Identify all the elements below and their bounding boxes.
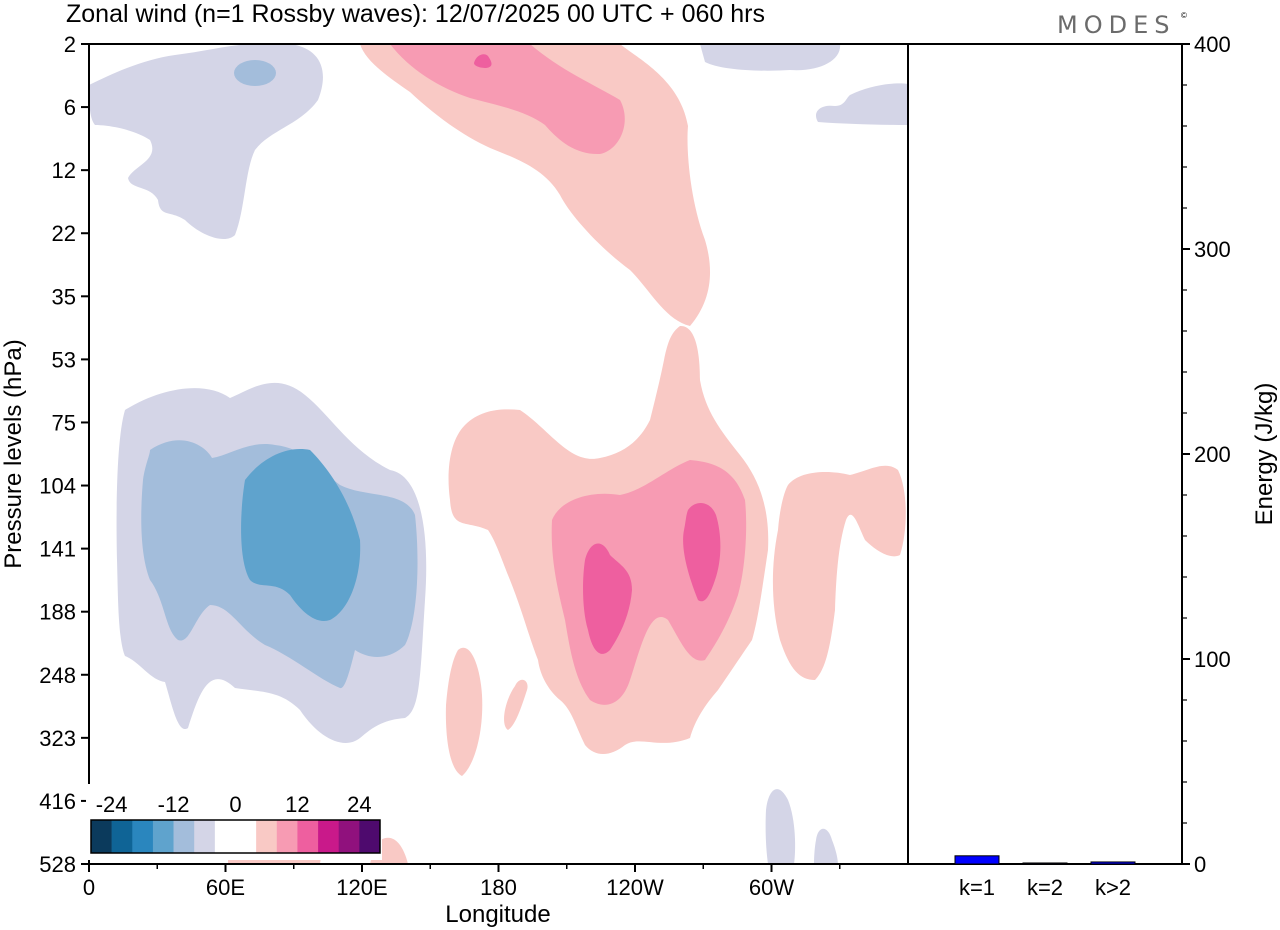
energy-bars: k=1 k=2 k>2 <box>954 855 1136 900</box>
contour-neg-lower-inner <box>241 449 361 621</box>
energy-tick-label: 200 <box>1194 442 1231 467</box>
pressure-tick-label: 12 <box>52 158 76 183</box>
colorbar-swatch <box>297 820 319 853</box>
colorbar-swatch <box>214 820 236 853</box>
colorbar-swatch <box>91 820 112 853</box>
pressure-tick-label: 188 <box>39 600 76 625</box>
y-axis-label: Pressure levels (hPa) <box>0 339 27 568</box>
contour-neg-upper-outer <box>89 44 323 239</box>
contour-pos-lower-inner-east <box>683 503 721 602</box>
pressure-tick-label: 416 <box>39 789 76 814</box>
colorbar-tick-label: 0 <box>229 792 241 817</box>
colorbar-swatch <box>276 820 298 853</box>
pressure-tick-label: 104 <box>39 474 76 499</box>
pressure-tick-label: 53 <box>52 347 76 372</box>
energy-category-label: k=1 <box>959 875 995 900</box>
colorbar-swatch <box>256 820 278 853</box>
energy-bar <box>954 855 1000 865</box>
contour-pos-upper-inner <box>474 54 492 68</box>
colorbar-swatch <box>152 820 174 853</box>
energy-category-label: k=2 <box>1027 875 1063 900</box>
colorbar-swatch <box>194 820 216 853</box>
colorbar-swatch <box>235 820 257 853</box>
contour-pos-small-a <box>445 647 483 776</box>
contour-pos-lower-inner-west <box>583 543 632 654</box>
longitude-axis: 0 60E 120E 180 120W 60W <box>83 864 841 900</box>
contour-neg-top-right <box>700 44 841 71</box>
longitude-tick-label: 180 <box>480 875 517 900</box>
pressure-tick-label: 248 <box>39 663 76 688</box>
pressure-tick-label: 2 <box>64 32 76 57</box>
colorbar: -24 -12 0 12 24 <box>86 784 382 860</box>
colorbar-frame <box>90 819 381 854</box>
longitude-tick-label: 120W <box>606 875 664 900</box>
contour-pos-small-b <box>504 679 528 730</box>
contour-neg-upper-inner <box>234 60 276 86</box>
contour-plot: 2 6 12 22 35 53 75 104 141 188 248 323 416 528 0 60E 12… <box>0 32 909 928</box>
colorbar-tick-label: 24 <box>347 792 371 817</box>
pressure-tick-label: 141 <box>39 537 76 562</box>
contour-neg-bottom-a <box>765 789 796 864</box>
contour-neg-right-edge <box>815 83 908 125</box>
longitude-tick-label: 60E <box>206 875 245 900</box>
longitude-tick-label: 60W <box>749 875 794 900</box>
colorbar-tick-label: -24 <box>96 792 128 817</box>
pressure-tick-label: 75 <box>52 410 76 435</box>
colorbar-swatch <box>318 820 340 853</box>
pressure-tick-label: 528 <box>39 852 76 877</box>
pressure-tick-label: 6 <box>64 95 76 120</box>
colorbar-swatch <box>111 820 133 853</box>
energy-bar-chart: 0 100 200 300 400 k=1 k=2 k>2 Energy (J/kg) <box>907 32 1278 900</box>
contour-neg-bottom-b <box>814 828 838 864</box>
energy-bar <box>1090 861 1136 865</box>
energy-bar <box>1022 862 1068 865</box>
colorbar-swatch <box>359 820 381 853</box>
x-axis-label: Longitude <box>445 901 550 928</box>
energy-axis: 0 100 200 300 400 <box>1182 32 1231 877</box>
chart-title: Zonal wind (n=1 Rossby waves): 12/07/202… <box>66 0 765 28</box>
longitude-tick-label: 0 <box>83 875 95 900</box>
contour-fills <box>89 44 908 864</box>
energy-category-label: k>2 <box>1095 875 1131 900</box>
energy-tick-label: 300 <box>1194 237 1231 262</box>
pressure-tick-label: 323 <box>39 726 76 751</box>
energy-tick-label: 400 <box>1194 32 1231 57</box>
energy-tick-label: 0 <box>1194 852 1206 877</box>
pressure-tick-label: 35 <box>52 284 76 309</box>
energy-tick-label: 100 <box>1194 647 1231 672</box>
colorbar-swatch <box>132 820 154 853</box>
contour-pos-right <box>772 465 906 680</box>
contour-pos-upper-mid <box>390 44 625 155</box>
pressure-axis: 2 6 12 22 35 53 75 104 141 188 248 323 416 528 <box>39 32 89 877</box>
colorbar-tick-label: -12 <box>158 792 190 817</box>
colorbar-swatch <box>173 820 195 853</box>
colorbar-tick-label: 12 <box>285 792 309 817</box>
modes-logo: MODES <box>1057 11 1175 39</box>
modes-logo-mark: © <box>1181 11 1187 20</box>
longitude-tick-label: 120E <box>336 875 387 900</box>
energy-axis-label: Energy (J/kg) <box>1251 383 1278 526</box>
pressure-tick-label: 22 <box>52 221 76 246</box>
colorbar-swatch <box>338 820 360 853</box>
